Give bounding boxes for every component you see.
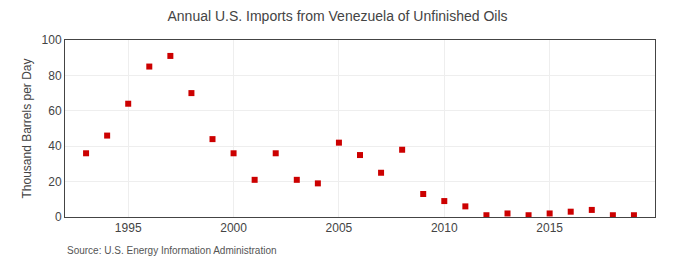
svg-text:0: 0 <box>55 210 62 224</box>
svg-text:40: 40 <box>48 139 62 153</box>
svg-text:2010: 2010 <box>431 221 458 235</box>
svg-text:2005: 2005 <box>326 221 353 235</box>
svg-text:Source: U.S. Energy Informatio: Source: U.S. Energy Information Administ… <box>67 245 277 256</box>
svg-text:2000: 2000 <box>220 221 247 235</box>
svg-text:20: 20 <box>48 175 62 189</box>
svg-text:Thousand Barrels per Day: Thousand Barrels per Day <box>20 58 34 198</box>
svg-text:60: 60 <box>48 104 62 118</box>
svg-text:2015: 2015 <box>536 221 563 235</box>
svg-text:Annual U.S. Imports from Venez: Annual U.S. Imports from Venezuela of Un… <box>167 8 507 24</box>
svg-text:100: 100 <box>42 33 62 47</box>
svg-text:80: 80 <box>48 69 62 83</box>
svg-text:1995: 1995 <box>115 221 142 235</box>
